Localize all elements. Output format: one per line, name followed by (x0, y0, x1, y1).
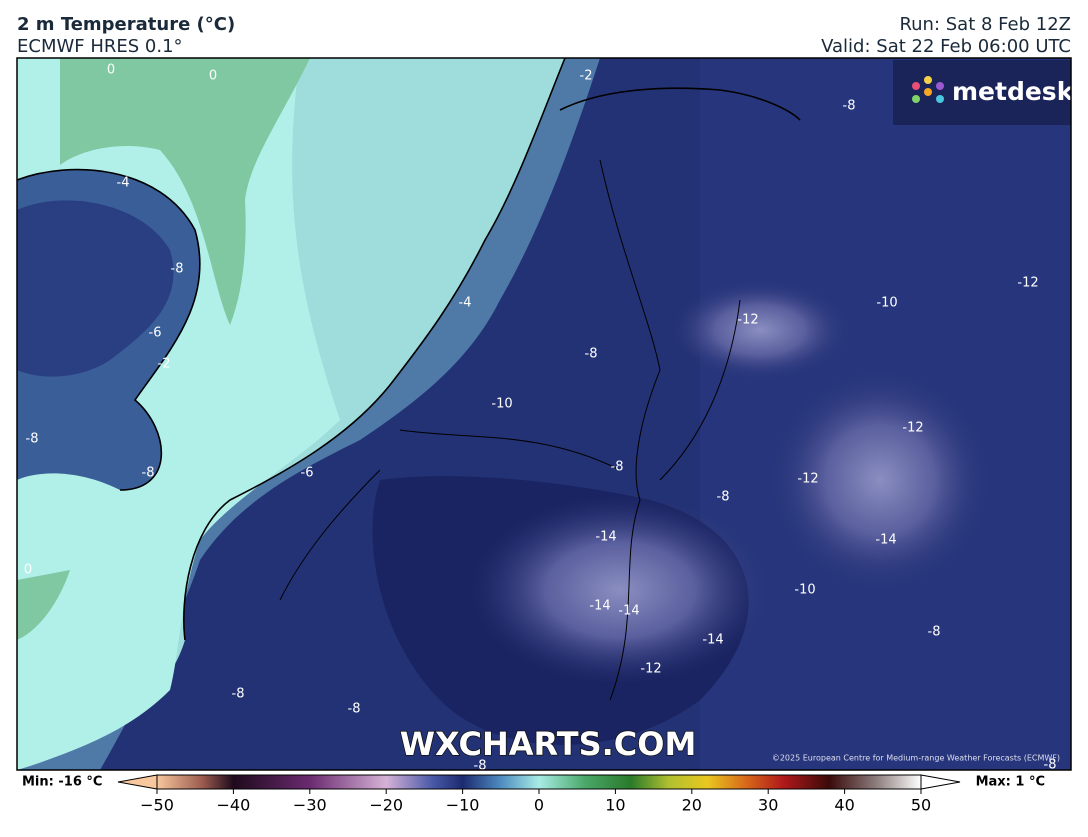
min-label: Min: -16 °C (22, 775, 102, 790)
contour-label: -8 (142, 466, 155, 481)
colorbar-tick-label: 50 (911, 796, 931, 815)
copyright: ©2025 European Centre for Medium-range W… (772, 754, 1060, 763)
contour-label: -12 (797, 472, 818, 487)
border (279, 159, 741, 701)
colorbar-tick-label: 40 (834, 796, 854, 815)
logo-text: metdesk (952, 77, 1075, 106)
title: 2 m Temperature (°C) (17, 14, 235, 35)
colorbar-tick-label: −30 (293, 796, 327, 815)
contour-label: -8 (585, 347, 598, 362)
land-warm (17, 570, 70, 640)
contour-label: -12 (737, 313, 758, 328)
colorbar-tick-label: 10 (605, 796, 625, 815)
contour-label: -8 (171, 262, 184, 277)
contour-label: -14 (618, 604, 639, 619)
colorbar-tick-label: −40 (217, 796, 251, 815)
contour-label: -8 (717, 490, 730, 505)
contour-label: -8 (232, 687, 245, 702)
contour-label: -6 (301, 466, 314, 481)
contour-label: -2 (158, 357, 171, 372)
map: 0 0 -2 -8 -4 -8 -12 -10 -4 -12 -6 -2 -8 -10 -8 -12 -8 -8 -… (17, 58, 1075, 774)
contour-label: -12 (1017, 276, 1038, 291)
logo-icon (912, 76, 944, 103)
colorbar-tick-label: −20 (369, 796, 403, 815)
contour-label: -6 (149, 326, 162, 341)
map-frame (16, 57, 1072, 771)
contour-labels: 0 0 -2 -8 -4 -8 -12 -10 -4 -12 -6 -2 -8 -10 -8 -12 -8 -8 -… (24, 63, 1057, 774)
contour-label: -8 (843, 99, 856, 114)
contour-label: -8 (474, 759, 487, 774)
run-time: Run: Sat 8 Feb 12Z (899, 14, 1071, 35)
colorbar (156, 774, 922, 790)
colorbar-tick-label: −50 (140, 796, 174, 815)
contour-label: -12 (640, 662, 661, 677)
logo-box (893, 60, 1071, 125)
contour-label: -8 (1044, 758, 1057, 773)
contour-label: -4 (117, 176, 130, 191)
cold-blob (770, 370, 990, 590)
contour-label: -14 (589, 599, 610, 614)
contour-label: -8 (611, 460, 624, 475)
watermark: WXCHARTS.COM (400, 725, 697, 763)
colorbar-tick-label: 20 (682, 796, 702, 815)
colorbar-extend-low (117, 774, 158, 790)
subtitle: ECMWF HRES 0.1° (17, 36, 183, 57)
contour-label: -12 (902, 421, 923, 436)
contour-label: 0 (209, 69, 217, 84)
contour-label: 0 (24, 563, 32, 578)
contour-label: -14 (702, 633, 723, 648)
contour-label: -8 (928, 625, 941, 640)
contour-label: -14 (595, 530, 616, 545)
island-core (17, 200, 174, 377)
contour-label: -2 (580, 69, 593, 84)
contour-label: -10 (794, 583, 815, 598)
colorbar-tick-label: −10 (446, 796, 480, 815)
contour-label: -8 (348, 702, 361, 717)
cold-blob (470, 495, 770, 685)
max-label: Max: 1 °C (976, 775, 1045, 790)
cold-blob (670, 280, 850, 380)
contour-label: -10 (876, 296, 897, 311)
colorbar-tick-label: 0 (534, 796, 544, 815)
contour-label: -8 (26, 432, 39, 447)
contour-label: -4 (459, 296, 472, 311)
land-warm (60, 58, 310, 325)
colorbar-tick-label: 30 (758, 796, 778, 815)
colorbar-extend-high (920, 774, 961, 790)
contour-label: 0 (107, 63, 115, 78)
contour-label: -10 (491, 397, 512, 412)
colorbar-ticks: −50 −40 −30 −20 −10 0 10 20 30 40 50 (140, 789, 931, 815)
coastline (17, 58, 801, 641)
contour-label: -14 (875, 533, 896, 548)
valid-time: Valid: Sat 22 Feb 06:00 UTC (821, 36, 1071, 57)
